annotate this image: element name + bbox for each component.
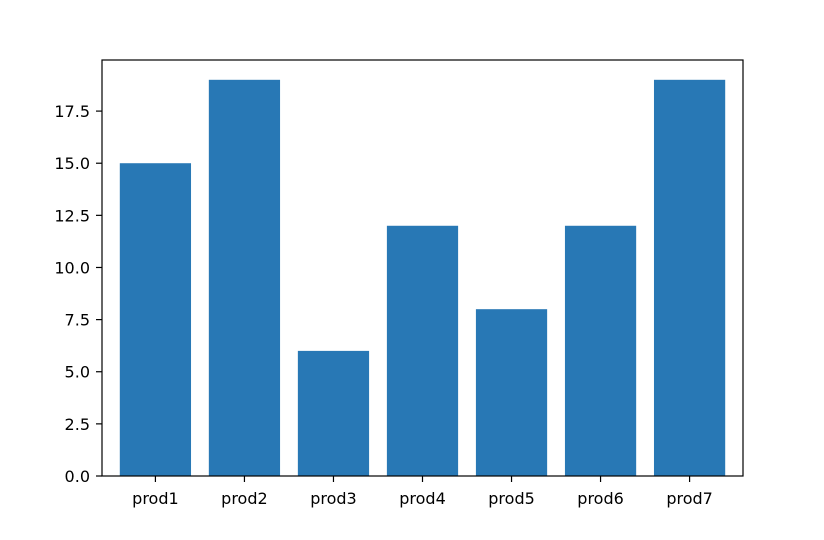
y-ticks-layer: 0.0 2.5 5.0 7.5 10.0 12.5 15.0 17.5 (54, 102, 102, 486)
x-tick-label: prod3 (310, 489, 357, 508)
y-tick-label: 7.5 (65, 311, 90, 330)
y-tick-label: 2.5 (65, 415, 90, 434)
y-tick-label: 10.0 (54, 258, 90, 277)
y-tick-label: 15.0 (54, 154, 90, 173)
x-tick-label: prod2 (221, 489, 268, 508)
x-tick-label: prod1 (132, 489, 179, 508)
x-tick-label: prod4 (399, 489, 446, 508)
bar-prod7 (653, 79, 726, 477)
bars-layer (119, 79, 726, 477)
x-tick-label: prod5 (488, 489, 535, 508)
bar-prod2 (208, 79, 281, 477)
y-tick-label: 17.5 (54, 102, 90, 121)
y-tick-label: 5.0 (65, 363, 90, 382)
x-tick-label: prod7 (666, 489, 713, 508)
bar-prod5 (475, 309, 548, 476)
y-tick-label: 0.0 (65, 467, 90, 486)
bar-prod4 (386, 225, 459, 476)
x-tick-label: prod6 (577, 489, 624, 508)
x-ticks-layer: prod1 prod2 prod3 prod4 prod5 prod6 prod7 (132, 476, 713, 508)
bar-prod1 (119, 163, 192, 476)
y-tick-label: 12.5 (54, 206, 90, 225)
bar-prod3 (297, 350, 370, 476)
bar-prod6 (564, 225, 637, 476)
